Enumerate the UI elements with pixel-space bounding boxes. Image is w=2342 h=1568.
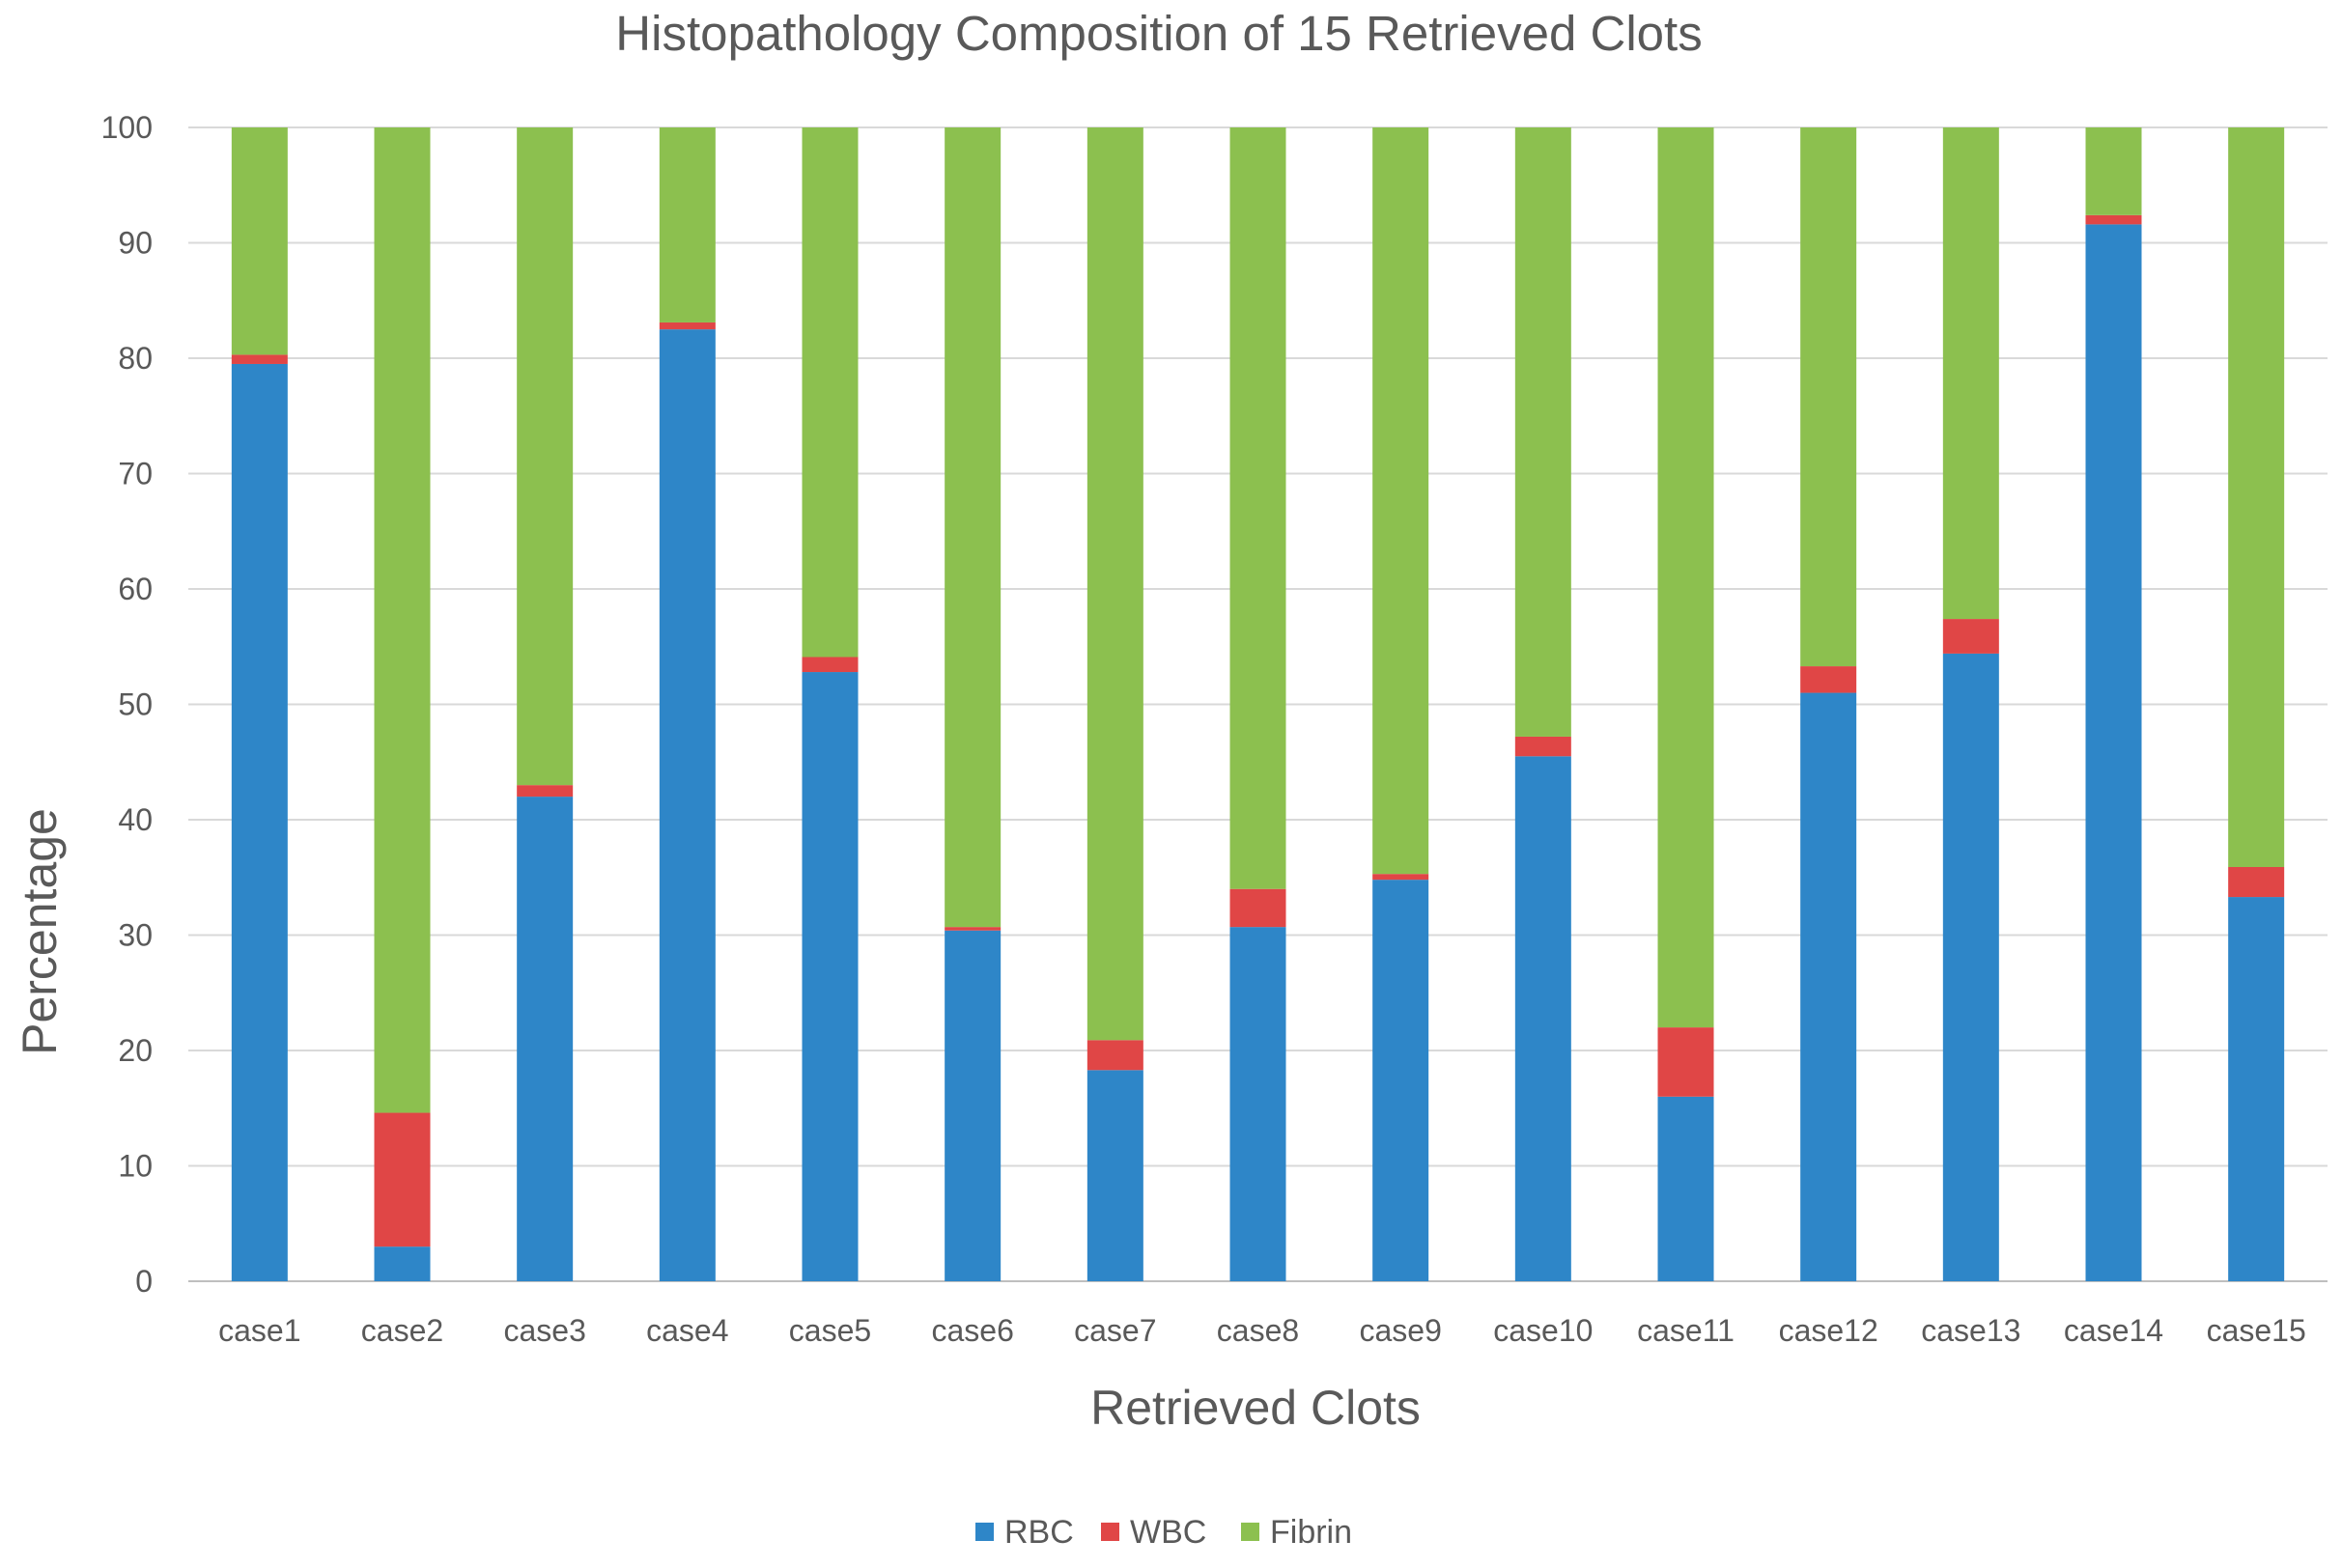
bar-case5-fibrin xyxy=(802,127,859,658)
x-tick-label: case15 xyxy=(2207,1313,2306,1348)
chart-title: Histopathology Composition of 15 Retriev… xyxy=(615,6,1702,61)
bar-case1-fibrin xyxy=(231,127,288,355)
bar-case8-fibrin xyxy=(1229,127,1286,889)
y-tick-label: 60 xyxy=(118,572,153,606)
bar-case11-rbc xyxy=(1657,1096,1714,1281)
y-tick-label: 20 xyxy=(118,1033,153,1068)
bar-case8-rbc xyxy=(1229,927,1286,1281)
bar-case10-fibrin xyxy=(1514,127,1571,737)
x-tick-label: case3 xyxy=(503,1313,585,1348)
x-tick-label: case4 xyxy=(646,1313,728,1348)
bar-case7-wbc xyxy=(1086,1040,1143,1071)
bar-case12-fibrin xyxy=(1800,127,1857,667)
y-tick-label: 80 xyxy=(118,341,153,376)
x-tick-label: case7 xyxy=(1074,1313,1156,1348)
bars xyxy=(231,127,2285,1282)
legend-label-wbc: WBC xyxy=(1130,1514,1206,1551)
x-tick-label: case12 xyxy=(1779,1313,1878,1348)
bar-case3-wbc xyxy=(517,785,574,798)
bar-case2-wbc xyxy=(374,1112,431,1247)
bar-case15-fibrin xyxy=(2228,127,2285,867)
legend-label-fibrin: Fibrin xyxy=(1270,1514,1352,1551)
x-tick-label: case13 xyxy=(1921,1313,2020,1348)
bar-case6-wbc xyxy=(945,927,1002,931)
bar-case4-rbc xyxy=(659,329,716,1281)
bar-case4-wbc xyxy=(659,322,716,330)
bar-case4-fibrin xyxy=(659,127,716,322)
bar-case10-wbc xyxy=(1514,736,1571,757)
bar-case7-fibrin xyxy=(1086,127,1143,1041)
x-tick-label: case5 xyxy=(789,1313,871,1348)
legend-swatch-wbc xyxy=(1101,1523,1119,1541)
bar-case13-fibrin xyxy=(1942,127,1999,620)
bar-case9-wbc xyxy=(1372,874,1429,881)
x-axis-ticks: case1 case2 case3 case4 case5 case6 case7 case8… xyxy=(218,1313,2306,1348)
x-tick-label: case8 xyxy=(1217,1313,1299,1348)
y-tick-label: 0 xyxy=(135,1264,153,1299)
y-tick-label: 100 xyxy=(101,110,153,145)
bar-case7-rbc xyxy=(1086,1070,1143,1281)
y-tick-label: 90 xyxy=(118,226,153,261)
bar-case11-wbc xyxy=(1657,1027,1714,1097)
bar-case15-rbc xyxy=(2228,897,2285,1281)
x-tick-label: case1 xyxy=(218,1313,300,1348)
legend: RBC WBC Fibrin xyxy=(975,1514,1352,1551)
legend-swatch-rbc xyxy=(975,1523,994,1541)
y-axis-ticks: 0 10 20 30 40 50 60 70 80 90 100 xyxy=(101,110,153,1299)
legend-swatch-fibrin xyxy=(1241,1523,1259,1541)
legend-label-rbc: RBC xyxy=(1004,1514,1074,1551)
bar-case5-rbc xyxy=(802,672,859,1281)
bar-case15-wbc xyxy=(2228,866,2285,898)
bar-case3-fibrin xyxy=(517,127,574,786)
bar-case13-wbc xyxy=(1942,619,1999,654)
x-axis-label: Retrieved Clots xyxy=(1090,1381,1421,1435)
bar-case2-fibrin xyxy=(374,127,431,1113)
bar-case13-rbc xyxy=(1942,653,1999,1281)
bar-case8-wbc xyxy=(1229,888,1286,928)
x-tick-label: case2 xyxy=(361,1313,443,1348)
bar-case14-fibrin xyxy=(2085,127,2142,215)
x-tick-label: case10 xyxy=(1493,1313,1593,1348)
x-tick-label: case9 xyxy=(1359,1313,1441,1348)
y-tick-label: 70 xyxy=(118,457,153,491)
bar-case5-wbc xyxy=(802,657,859,673)
bar-case6-fibrin xyxy=(945,127,1002,928)
bar-case12-rbc xyxy=(1800,692,1857,1281)
x-tick-label: case14 xyxy=(2064,1313,2163,1348)
bar-case11-fibrin xyxy=(1657,127,1714,1028)
bar-case1-wbc xyxy=(231,354,288,364)
bar-case9-fibrin xyxy=(1372,127,1429,875)
bar-case3-rbc xyxy=(517,797,574,1281)
bar-case9-rbc xyxy=(1372,880,1429,1281)
y-tick-label: 40 xyxy=(118,802,153,837)
y-tick-label: 10 xyxy=(118,1149,153,1184)
y-tick-label: 30 xyxy=(118,918,153,953)
bar-case14-rbc xyxy=(2085,224,2142,1281)
bar-case12-wbc xyxy=(1800,666,1857,693)
bar-case1-rbc xyxy=(231,363,288,1282)
y-axis-label: Percentage xyxy=(13,808,67,1055)
bar-case10-rbc xyxy=(1514,756,1571,1281)
y-tick-label: 50 xyxy=(118,687,153,722)
x-tick-label: case6 xyxy=(931,1313,1013,1348)
bar-case6-rbc xyxy=(945,930,1002,1281)
bar-case2-rbc xyxy=(374,1246,431,1281)
x-tick-label: case11 xyxy=(1637,1313,1735,1348)
bar-case14-wbc xyxy=(2085,214,2142,225)
